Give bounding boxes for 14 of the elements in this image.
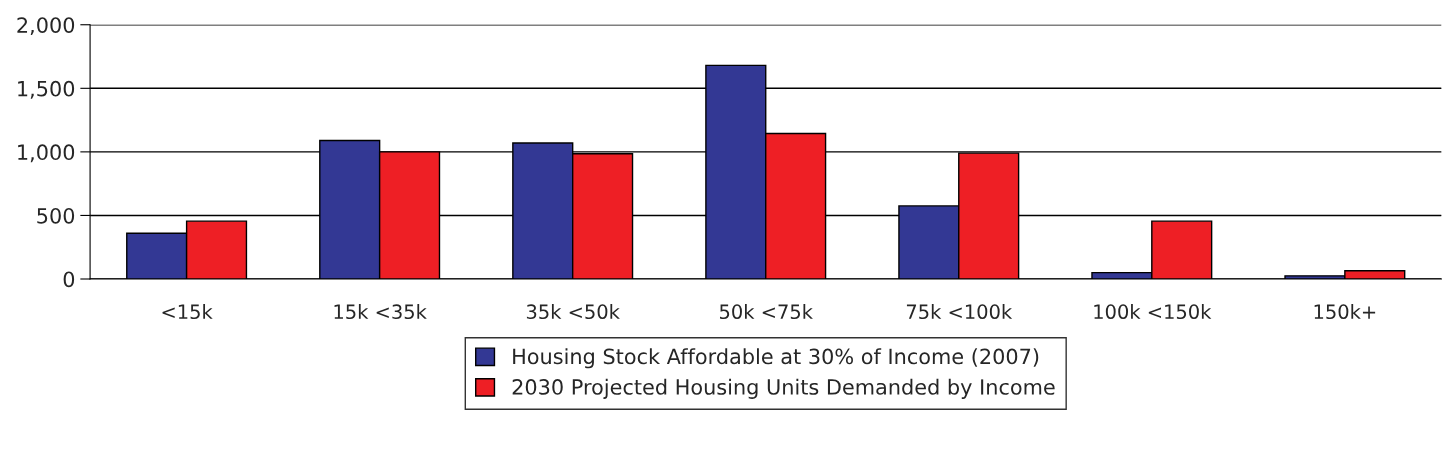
x-tick-label: 50k <75k — [719, 304, 813, 320]
y-tick-label: 1,000 — [18, 144, 75, 163]
x-tick-label: 15k <35k — [334, 304, 427, 320]
x-tick-label: 100k <150k — [1094, 304, 1212, 320]
y-tick-label: 1,500 — [18, 80, 75, 99]
x-tick-label: <15k — [162, 304, 213, 320]
legend-label: 2030 Projected Housing Units Demanded by Income — [512, 378, 1055, 399]
y-tick-label: 0 — [63, 271, 75, 288]
x-tick-label: 35k <50k — [526, 304, 620, 320]
legend-label: Housing Stock Affordable at 30% of Income (2007) — [513, 348, 1039, 369]
x-tick-label: 75k <100k — [906, 304, 1013, 320]
x-tick-label: 150k+ — [1314, 304, 1376, 320]
y-tick-label: 500 — [37, 207, 75, 224]
y-tick-label: 2,000 — [17, 17, 75, 36]
